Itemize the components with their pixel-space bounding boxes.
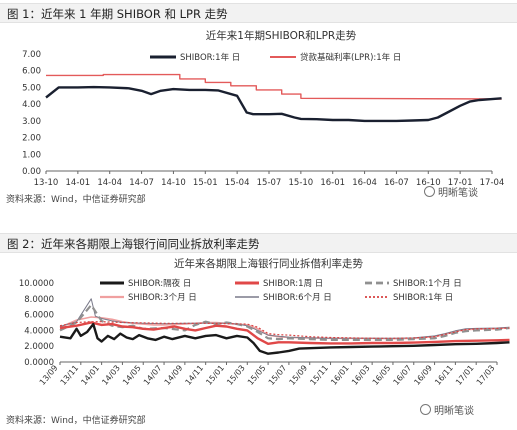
chart1-xtick-label: 14-01 [66, 178, 91, 188]
figure2-source: 资料来源：Wind，中信证券研究部 [6, 416, 146, 426]
figure2-watermark: 明晰笔谈 [420, 402, 474, 417]
wechat-icon [424, 186, 435, 197]
chart1-ytick-label: 7.00 [22, 50, 41, 60]
chart1-xtick-label: 17-04 [480, 178, 505, 188]
figure1-source: 资料来源：Wind，中信证券研究部 [6, 195, 146, 205]
chart2-legend-label: SHIBOR:隔夜 日 [128, 278, 191, 289]
chart2: 近年来各期限上海银行同业拆借利率走势 0.0000 2.0000 4.0000 6.00… [0, 255, 517, 407]
chart1-ytick-label: 5.00 [22, 83, 41, 93]
chart2-legend-label: SHIBOR:1周 日 [263, 279, 323, 289]
chart1-title: 近年来1年期SHIBOR和LPR走势 [206, 29, 357, 42]
chart2-ytick-label: 8.0000 [24, 295, 54, 305]
chart2-ytick-label: 0.0000 [24, 358, 54, 368]
figure1-watermark: 明晰笔谈 [424, 184, 478, 199]
chart1-xtick-label: 15-10 [289, 178, 314, 188]
watermark-text: 明晰笔谈 [434, 406, 474, 417]
chart1-series-line [45, 85, 502, 123]
chart1-ytick-label: 0.00 [22, 167, 41, 177]
chart1-ytick-label: 2.00 [22, 134, 41, 144]
watermark-text: 明晰笔谈 [438, 188, 478, 199]
chart1-xtick-label: 17-01 [448, 178, 473, 188]
chart2-series-line [59, 298, 510, 339]
chart1-xtick-label: 14-10 [161, 178, 186, 188]
figure1-caption: 图 1：近年来 1 年期 SHIBOR 和 LPR 走势 [0, 3, 517, 23]
chart1-ytick-label: 6.00 [22, 67, 41, 77]
chart2-series-line [59, 321, 510, 345]
chart1-background [0, 24, 517, 194]
chart2-series-line [59, 321, 510, 339]
chart2-legend-label: SHIBOR:3个月 日 [128, 293, 197, 303]
chart2-legend-label: SHIBOR:1个月 日 [393, 279, 462, 289]
chart1-ytick-label: 4.00 [22, 100, 41, 110]
chart1-xtick-label: 14-07 [129, 178, 154, 188]
chart1-xtick-label: 15-04 [225, 178, 250, 188]
chart2-ytick-label: 6.0000 [24, 311, 54, 321]
chart2-ytick-label: 2.0000 [24, 342, 54, 352]
chart1-xtick-label: 16-04 [352, 178, 377, 188]
chart1-xtick-label: 16-07 [384, 178, 409, 188]
chart1-xtick-label: 15-01 [193, 178, 218, 188]
chart1-xtick-label: 16-01 [320, 178, 345, 188]
chart1-legend-label: 贷款基础利率(LPR):1年 日 [300, 52, 401, 63]
chart2-ytick-label: 4.0000 [24, 326, 54, 336]
chart1-xtick-label: 15-07 [257, 178, 282, 188]
chart1-xtick-label: 16-10 [416, 178, 441, 188]
chart2-ytick-label: 10.0000 [19, 279, 54, 289]
chart2-title: 近年来各期限上海银行同业拆借利率走势 [174, 257, 363, 270]
chart1-series-line [46, 73, 502, 100]
chart2-series-line [59, 322, 510, 355]
chart1-ytick-label: 3.00 [22, 117, 41, 127]
chart1-xtick-label: 14-04 [97, 178, 122, 188]
chart2-legend-label: SHIBOR:1年 日 [393, 292, 453, 303]
chart2-series-line [59, 304, 510, 341]
chart1-ytick-label: 1.00 [22, 150, 41, 160]
figure2-caption: 图 2：近年来各期限上海银行间同业拆放利率走势 [0, 233, 517, 253]
chart2-legend-label: SHIBOR:6个月 日 [263, 293, 332, 303]
chart1-legend-label: SHIBOR:1年 日 [180, 52, 240, 63]
chart1: 近年来1年期SHIBOR和LPR走势 0.00 1.00 2.00 3.00 4.00 5.… [0, 24, 517, 194]
chart1-xtick-label: 13-10 [34, 178, 59, 188]
wechat-icon [420, 404, 431, 415]
